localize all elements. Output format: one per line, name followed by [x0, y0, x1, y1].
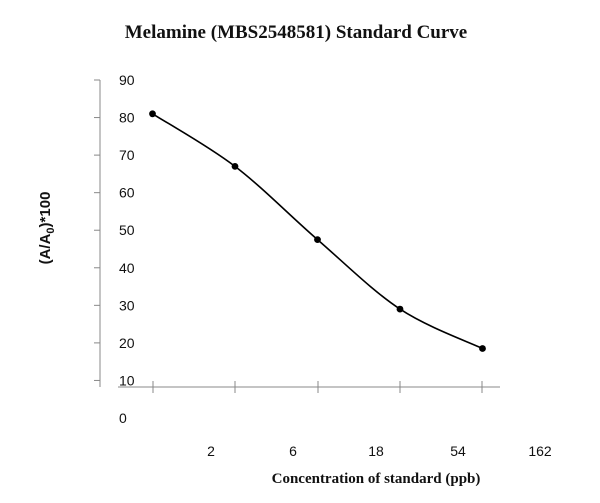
data-point [314, 236, 321, 244]
y-tick-label: 80 [119, 110, 135, 126]
y-tick-label: 50 [119, 222, 135, 238]
x-axis: 2 6 18 54 162 [118, 381, 552, 459]
y-tick-label: 0 [119, 410, 127, 426]
y-axis-label-subscript: 0 [45, 227, 57, 233]
data-point [149, 110, 156, 118]
x-tick-label: 162 [528, 443, 552, 459]
x-tick-label: 54 [450, 443, 466, 459]
x-tick-label: 18 [368, 443, 384, 459]
x-axis-label: Concentration of standard (ppb) [272, 471, 481, 487]
y-axis-label-part-2: )*100 [37, 192, 54, 228]
y-tick-label: 40 [119, 260, 135, 276]
chart-title: Melamine (MBS2548581) Standard Curve [125, 22, 468, 43]
y-tick-label: 90 [119, 72, 135, 88]
data-point [479, 345, 486, 352]
series-line [152, 113, 483, 350]
y-axis-label: (A/A0)*100 [37, 192, 57, 265]
y-tick-label: 60 [119, 185, 135, 201]
data-point [231, 162, 239, 170]
y-tick-label: 10 [119, 372, 135, 388]
y-tick-label: 30 [119, 297, 135, 313]
x-tick-label: 6 [289, 443, 297, 459]
y-tick-label: 20 [119, 335, 135, 351]
y-axis: 0 10 20 30 40 50 60 70 80 90 [94, 72, 135, 426]
y-tick-label: 70 [119, 147, 135, 163]
data-point [396, 305, 404, 313]
y-axis-label-part-1: (A/A [37, 233, 54, 264]
x-tick-label: 2 [207, 443, 215, 459]
